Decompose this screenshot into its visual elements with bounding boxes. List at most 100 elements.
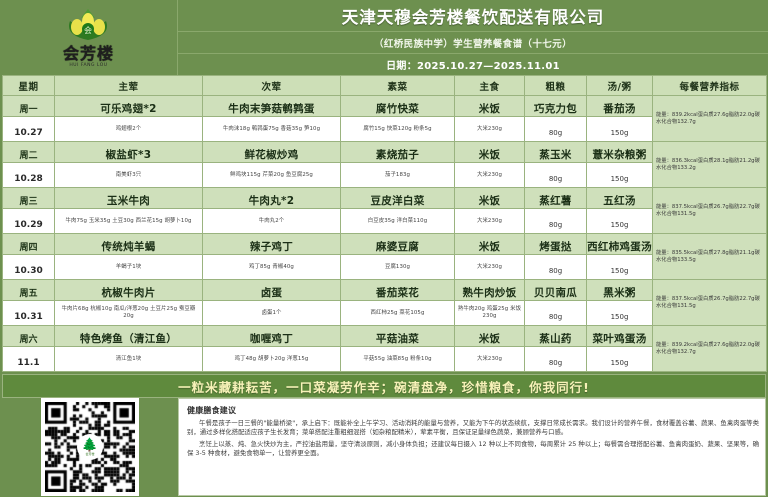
cell-soup: 薏米杂粮粥 [586, 141, 653, 163]
cell-nutrition: 能量：839.2kcal蛋白质27.6g脂肪22.0g碳水化合物132.7g [652, 95, 767, 142]
cell-nutrition: 能量：836.3kcal蛋白质28.1g脂肪21.2g碳水化合物133.2g [652, 141, 767, 188]
cell-vegetable: 番茄菜花 [340, 279, 455, 301]
cell-vegetable: 豆皮洋白菜 [340, 187, 455, 209]
qr-code[interactable]: 🌲 会芳楼 [41, 398, 139, 496]
lotus-logo-icon: 会 [64, 7, 112, 45]
cell-staple-grams: 大米230g [454, 208, 525, 234]
cell-nutrition: 能量：835.5kcal蛋白质27.8g脂肪21.1g碳水化合物133.5g [652, 233, 767, 280]
weekday-label: 周五 [19, 288, 38, 299]
cell-vegetable-grams: 西红柿25g 菜花105g [340, 300, 455, 326]
cell-staple: 米饭 [454, 187, 525, 209]
table-row: 周二 椒盐虾*3 鲜花椒炒鸡 素烧茄子 米饭 蒸玉米 薏米杂粮粥 能量：836.3kcal蛋白… [2, 141, 767, 188]
cell-vegetable: 麻婆豆腐 [340, 233, 455, 255]
cell-date: 11.1 [2, 346, 55, 372]
cell-vegetable-grams: 腐竹15g 快菜120g 粉条5g [340, 116, 455, 142]
cell-main-meat-grams: 牛肉片68g 杭椒10g 南瓜/洋葱20g 土豆片25g 蚕豆瓣20g [54, 300, 203, 326]
table-row-grams: 10.27 鸡翅根2个 牛肉沫18g 鹌鹑蛋75g 香菇35g 笋10g 腐竹15g … [2, 116, 767, 142]
table-row-grams: 10.28 南美虾3只 鲜鸡块115g 芹菜20g 鱼豆腐25g 茄子183g 大米23… [2, 162, 767, 188]
date-range: 日期：2025.10.27—2025.11.01 [386, 61, 560, 72]
cell-weekday: 周三 [2, 187, 55, 209]
cell-second-meat-grams: 牛肉丸2个 [202, 208, 341, 234]
cell-soup: 五红汤 [586, 187, 653, 209]
brand-name-pinyin: HUI FANG LOU [69, 63, 108, 68]
cell-second-meat: 牛肉末笋菇鹌鹑蛋 [202, 95, 341, 117]
cell-coarse-grain-grams: 80g [524, 346, 587, 372]
cell-soup-grams: 150g [586, 208, 653, 234]
cell-main-meat: 传统炖羊蝎 [54, 233, 203, 255]
qr-center-logo: 🌲 会芳楼 [77, 434, 103, 460]
qr-center-label: 会芳楼 [85, 451, 95, 456]
cell-date: 10.30 [2, 254, 55, 280]
col-header-coarse-grain: 粗粮 [524, 75, 587, 96]
table-row: 周五 杭椒牛肉片 卤蛋 番茄菜花 熟牛肉炒饭 贝贝南瓜 黑米粥 能量：837.5kcal蛋白质… [2, 279, 767, 326]
table-row: 周三 玉米牛肉 牛肉丸*2 豆皮洋白菜 米饭 蒸红薯 五红汤 能量：837.5kcal蛋白质2… [2, 187, 767, 234]
cell-main-meat: 特色烤鱼（清江鱼） [54, 325, 203, 347]
table-body: 周一 可乐鸡翅*2 牛肉末笋菇鹌鹑蛋 腐竹快菜 米饭 巧克力包 番茄汤 能量：839.2kca… [2, 95, 767, 372]
cell-main-meat-grams: 牛肉75g 玉米35g 土豆30g 西兰花15g 胡萝卜10g [54, 208, 203, 234]
cell-vegetable-grams: 白豆皮35g 洋白菜110g [340, 208, 455, 234]
cell-coarse-grain-grams: 80g [524, 162, 587, 188]
nutrition-text: 能量：837.5kcal蛋白质26.7g脂肪22.7g碳水化合物131.5g [656, 203, 760, 217]
cell-second-meat-grams: 鸡丁85g 青椒40g [202, 254, 341, 280]
weekday-label: 周六 [19, 334, 38, 345]
cell-soup-grams: 150g [586, 346, 653, 372]
cell-vegetable-grams: 平菇55g 油菜85g 粉条10g [340, 346, 455, 372]
cell-soup-grams: 150g [586, 162, 653, 188]
cell-main-meat: 杭椒牛肉片 [54, 279, 203, 301]
col-header-staple: 主食 [454, 75, 525, 96]
col-header-vegetable: 素菜 [340, 75, 455, 96]
table-head: 星期 主荤 次荤 素菜 主食 粗粮 汤/粥 每餐营养指标 [2, 75, 767, 96]
table-row-grams: 10.31 牛肉片68g 杭椒10g 南瓜/洋葱20g 土豆片25g 蚕豆瓣20g… [2, 300, 767, 326]
cell-vegetable-grams: 豆腐130g [340, 254, 455, 280]
cell-second-meat: 牛肉丸*2 [202, 187, 341, 209]
cell-staple: 米饭 [454, 325, 525, 347]
cell-main-meat-grams: 清江鱼1块 [54, 346, 203, 372]
col-header-soup: 汤/粥 [586, 75, 653, 96]
poster-header: 会 会芳楼 HUI FANG LOU 天津天穆会芳楼餐饮配送有限公司 （红桥民族… [0, 0, 768, 75]
advice-heading: 健康膳食建议 [187, 406, 237, 415]
cell-second-meat-grams: 卤蛋1个 [202, 300, 341, 326]
table-row: 周一 可乐鸡翅*2 牛肉末笋菇鹌鹑蛋 腐竹快菜 米饭 巧克力包 番茄汤 能量：839.2kca… [2, 95, 767, 142]
menu-table-wrap: 星期 主荤 次荤 素菜 主食 粗粮 汤/粥 每餐营养指标 周一 可乐鸡翅*2 牛肉末… [0, 75, 768, 372]
cell-date: 10.28 [2, 162, 55, 188]
cell-staple-grams: 大米230g [454, 162, 525, 188]
cell-weekday: 周二 [2, 141, 55, 163]
brand-name: 会芳楼 [62, 44, 114, 63]
cell-weekday: 周五 [2, 279, 55, 301]
cell-weekday: 周六 [2, 325, 55, 347]
cell-date: 10.29 [2, 208, 55, 234]
table-row: 周六 特色烤鱼（清江鱼） 咖喱鸡丁 平菇油菜 米饭 蒸山药 菜叶鸡蛋汤 能量：839.2kca… [2, 325, 767, 372]
weekday-label: 周一 [19, 104, 38, 115]
cell-coarse-grain: 蒸玉米 [524, 141, 587, 163]
cell-staple-grams: 大米230g [454, 346, 525, 372]
cell-coarse-grain-grams: 80g [524, 116, 587, 142]
cell-main-meat: 玉米牛肉 [54, 187, 203, 209]
cell-coarse-grain-grams: 80g [524, 300, 587, 326]
advice-paragraph-1: 午餐是孩子一日三餐的"能量桥梁"，承上启下：既能补全上午学习、活动消耗的能量与营… [187, 419, 759, 437]
cell-second-meat-grams: 牛肉沫18g 鹌鹑蛋75g 香菇35g 笋10g [202, 116, 341, 142]
cell-nutrition: 能量：837.5kcal蛋白质26.7g脂肪22.7g碳水化合物131.5g [652, 187, 767, 234]
cell-vegetable: 平菇油菜 [340, 325, 455, 347]
cell-main-meat-grams: 羊蝎子1块 [54, 254, 203, 280]
col-header-main-meat: 主荤 [54, 75, 203, 96]
title-block: 天津天穆会芳楼餐饮配送有限公司 （红桥民族中学）学生营养餐食谱（十七元） 日期：… [178, 0, 768, 75]
cell-staple: 米饭 [454, 141, 525, 163]
cell-second-meat: 辣子鸡丁 [202, 233, 341, 255]
weekday-label: 周二 [19, 150, 38, 161]
health-advice-panel: 健康膳食建议 午餐是孩子一日三餐的"能量桥梁"，承上启下：既能补全上午学习、活动… [178, 398, 766, 496]
cell-weekday: 周四 [2, 233, 55, 255]
cell-soup: 菜叶鸡蛋汤 [586, 325, 653, 347]
cell-second-meat: 咖喱鸡丁 [202, 325, 341, 347]
cell-second-meat-grams: 鲜鸡块115g 芹菜20g 鱼豆腐25g [202, 162, 341, 188]
cell-soup-grams: 150g [586, 254, 653, 280]
cell-second-meat: 鲜花椒炒鸡 [202, 141, 341, 163]
cell-main-meat: 椒盐虾*3 [54, 141, 203, 163]
tree-icon: 🌲 [81, 437, 99, 453]
cell-staple: 熟牛肉炒饭 [454, 279, 525, 301]
cell-coarse-grain: 蒸红薯 [524, 187, 587, 209]
cell-nutrition: 能量：837.5kcal蛋白质26.7g脂肪22.7g碳水化合物131.5g [652, 279, 767, 326]
menu-table: 星期 主荤 次荤 素菜 主食 粗粮 汤/粥 每餐营养指标 周一 可乐鸡翅*2 牛肉末… [2, 75, 767, 372]
cell-date: 10.27 [2, 116, 55, 142]
header-row: 星期 主荤 次荤 素菜 主食 粗粮 汤/粥 每餐营养指标 [2, 75, 767, 96]
